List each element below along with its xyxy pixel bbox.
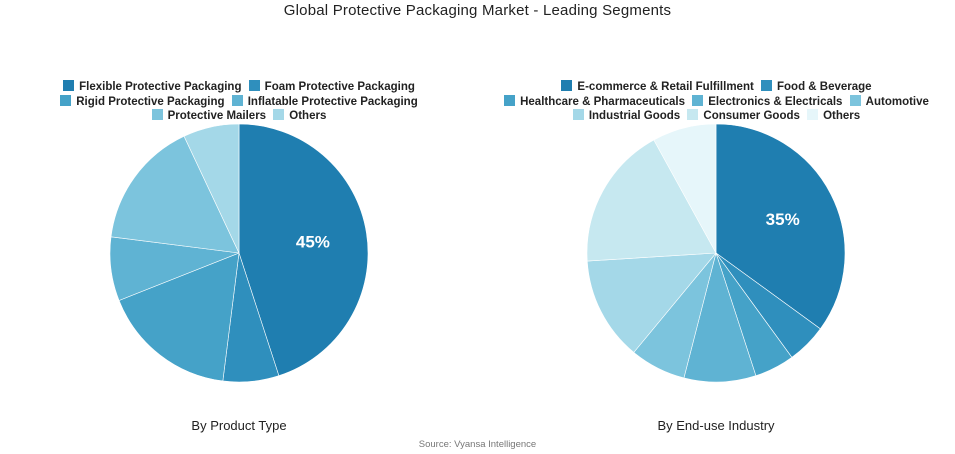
legend-item-healthcare-and-pharmaceuticals: Healthcare & Pharmaceuticals (504, 94, 686, 110)
legend-label: Inflatable Protective Packaging (247, 95, 418, 108)
legend-swatch (273, 109, 285, 120)
legend-label: Electronics & Electricals (708, 95, 843, 108)
pie-slice-industrial-goods (586, 252, 717, 353)
legend-item-automotive: Automotive (849, 94, 929, 110)
data-label-flexible-protective-packaging: 45% (296, 232, 330, 251)
legend-item-food-and-beverage: Food & Beverage (761, 80, 872, 95)
pie-slice-e-commerce-and-retail-fulfillment (715, 123, 846, 330)
legend-item-e-commerce-and-retail-fulfillment: E-commerce & Retail Fulfillment (561, 80, 754, 95)
legend-item-others: Others (273, 109, 326, 124)
legend-item-rigid-protective-packaging: Rigid Protective Packaging (60, 94, 225, 110)
source-note: Source: Vyansa Intelligence (418, 439, 537, 450)
legend-label: Flexible Protective Packaging (79, 81, 242, 93)
pie-chart-end-use-industry: 35% (586, 123, 846, 383)
legend-swatch (687, 109, 699, 120)
pie-slice-flexible-protective-packaging (238, 123, 369, 377)
chart-title: Global Protective Packaging Market - Lea… (283, 2, 672, 19)
legend-swatch (60, 94, 72, 106)
legend-label: Consumer Goods (703, 110, 800, 122)
legend-item-industrial-goods: Industrial Goods (572, 109, 681, 124)
legend-swatch (692, 94, 704, 106)
legend-swatch (572, 109, 584, 120)
legend-item-inflatable-protective-packaging: Inflatable Protective Packaging (231, 94, 418, 110)
pie-slice-consumer-goods (586, 139, 717, 262)
legend-label: E-commerce & Retail Fulfillment (577, 81, 754, 93)
legend-item-foam-protective-packaging: Foam Protective Packaging (248, 80, 415, 95)
legend-swatch (849, 94, 861, 106)
legend-label: Industrial Goods (588, 110, 681, 122)
legend-label: Healthcare & Pharmaceuticals (520, 95, 686, 108)
legend-label: Foam Protective Packaging (264, 81, 415, 93)
pie-slice-others (183, 123, 240, 254)
pie-slice-others (653, 123, 717, 254)
legend-swatch (561, 80, 573, 91)
legend-swatch (504, 94, 516, 106)
legend-label: Protective Mailers (167, 110, 267, 122)
legend-item-protective-mailers: Protective Mailers (151, 109, 267, 124)
legend-swatch (248, 80, 260, 91)
legend-label: Rigid Protective Packaging (76, 95, 225, 108)
legend-swatch (807, 109, 819, 120)
pie-slice-rigid-protective-packaging (118, 252, 240, 382)
caption-end-use-industry: By End-use Industry (657, 418, 775, 433)
legend-end-use-industry: E-commerce & Retail Fulfillment Food & B… (478, 80, 955, 124)
legend-label: Others (823, 110, 861, 122)
pie-slice-protective-mailers (110, 135, 240, 254)
pie-chart-product-type: 45% (109, 123, 369, 383)
legend-label: Automotive (865, 95, 929, 108)
data-label-e-commerce-and-retail-fulfillment: 35% (766, 210, 800, 229)
legend-swatch (761, 80, 772, 91)
legend-product-type: Flexible Protective Packaging Foam Prote… (0, 80, 478, 124)
legend-item-electronics-and-electricals: Electronics & Electricals (692, 94, 843, 110)
legend-item-others: Others (807, 109, 860, 124)
caption-product-type: By Product Type (191, 418, 287, 433)
legend-swatch (231, 94, 243, 106)
legend-swatch (63, 80, 75, 91)
legend-label: Others (289, 110, 327, 122)
legend-label: Food & Beverage (777, 81, 872, 93)
legend-swatch (151, 109, 163, 120)
legend-item-flexible-protective-packaging: Flexible Protective Packaging (63, 80, 241, 95)
legend-item-consumer-goods: Consumer Goods (687, 109, 800, 124)
